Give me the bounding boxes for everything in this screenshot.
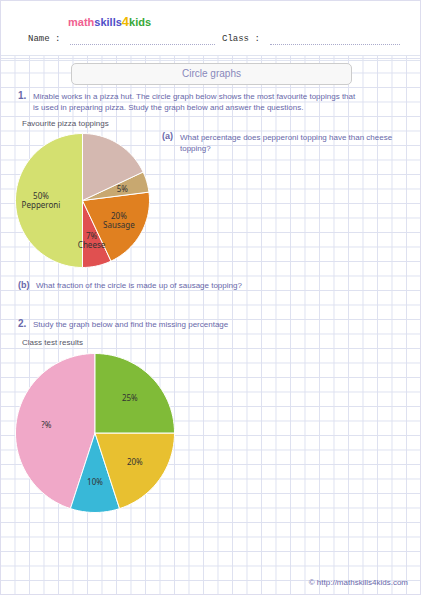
html-text:1.: 1. <box>18 90 27 101</box>
html-text:Name :: Name : <box>28 34 61 44</box>
svg-text:50%Pepperoni: 50%Pepperoni <box>22 190 61 210</box>
html-text:What percentage does pepperoni: What percentage does pepperoni topping h… <box>180 133 393 153</box>
svg-text:10%: 10% <box>87 476 103 487</box>
html-text:math skills4kids: math skills4kids <box>68 14 152 29</box>
svg-text:?%: ?% <box>41 419 51 430</box>
html-text:2.: 2. <box>18 318 27 329</box>
html-text:(b): (b) <box>18 280 30 290</box>
html-text:Study the graph below and find: Study the graph below and find the missi… <box>33 320 229 329</box>
html-text:is used in preparing pizza. St: is used in preparing pizza. Study the gr… <box>33 103 304 112</box>
html-text:© http://mathskills4kids.com: © http://mathskills4kids.com <box>308 578 408 587</box>
html-text:Favourite pizza toppings: Favourite pizza toppings <box>22 119 109 128</box>
html-text:What fraction of the circle is: What fraction of the circle is made up o… <box>36 281 242 290</box>
svg-text:25%: 25% <box>122 392 138 403</box>
svg-text:20%Sausage: 20%Sausage <box>103 210 135 230</box>
html-text:Mirable works in a pizza hut.: Mirable works in a pizza hut. The circle… <box>33 92 356 101</box>
svg-text:20%: 20% <box>127 456 143 467</box>
html-text:Circle graphs: Circle graphs <box>182 68 241 79</box>
svg-text:5%: 5% <box>117 183 129 194</box>
html-text:Class test results: Class test results <box>22 338 83 347</box>
svg-text:7%Cheese: 7%Cheese <box>78 230 106 250</box>
html-text:(a): (a) <box>162 131 173 141</box>
html-text:Class :: Class : <box>222 34 260 44</box>
